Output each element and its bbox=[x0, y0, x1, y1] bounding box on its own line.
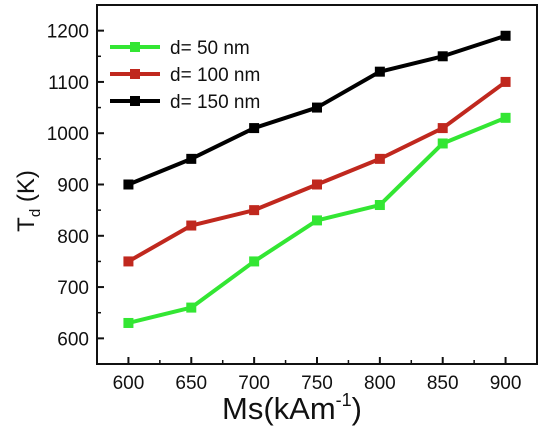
legend-entry: d= 100 nm bbox=[110, 65, 260, 86]
data-point bbox=[500, 30, 511, 41]
data-point bbox=[123, 179, 134, 190]
y-tick-label: 1200 bbox=[47, 22, 89, 43]
data-point bbox=[374, 153, 385, 164]
x-tick-label: 600 bbox=[113, 373, 145, 394]
x-tick-label: 750 bbox=[301, 373, 333, 394]
ticks-layer: 600 650 700 750 800 850 900 600 700 800 900 1000 110… bbox=[47, 4, 538, 394]
data-point bbox=[312, 179, 322, 190]
y-tick-label: 1100 bbox=[48, 73, 89, 94]
x-tick-label: 650 bbox=[175, 373, 207, 394]
data-point bbox=[500, 112, 511, 123]
y-tick-label: 1000 bbox=[47, 124, 89, 145]
data-point bbox=[374, 66, 385, 77]
legend-entry: d= 150 nm bbox=[110, 92, 260, 113]
data-point bbox=[374, 200, 385, 211]
series-1 bbox=[123, 76, 511, 267]
series-2 bbox=[123, 30, 511, 190]
x-tick-label: 850 bbox=[427, 373, 459, 394]
legend-label: d= 100 nm bbox=[170, 65, 260, 86]
y-tick-label: 600 bbox=[57, 329, 89, 350]
x-axis-title-sup: -1 bbox=[336, 390, 352, 410]
data-point bbox=[249, 256, 260, 267]
data-point bbox=[437, 138, 448, 149]
y-axis-title-sub: d bbox=[27, 209, 44, 217]
x-tick-label: 900 bbox=[490, 373, 522, 394]
series-layer bbox=[123, 30, 511, 328]
legend-swatch-marker bbox=[130, 42, 140, 52]
legend-label: d= 50 nm bbox=[170, 38, 250, 59]
legend-swatch-marker bbox=[130, 69, 140, 79]
data-point bbox=[186, 302, 197, 313]
data-point bbox=[312, 215, 322, 226]
data-point bbox=[500, 76, 511, 87]
legend: d= 50 nm d= 100 nm d= 150 nm bbox=[110, 38, 260, 113]
y-axis-title-rest: (K) bbox=[13, 170, 40, 209]
data-point bbox=[437, 123, 448, 134]
y-axis-title: Td (K) bbox=[13, 170, 44, 232]
data-point bbox=[123, 317, 134, 328]
x-axis-title-main: Ms(kAm bbox=[222, 391, 336, 426]
legend-swatch-marker bbox=[130, 96, 140, 106]
x-tick-label: 700 bbox=[238, 373, 270, 394]
legend-entry: d= 50 nm bbox=[110, 38, 250, 59]
data-point bbox=[249, 123, 260, 134]
data-point bbox=[312, 102, 322, 113]
plot-frame bbox=[96, 4, 538, 365]
data-point bbox=[186, 153, 197, 164]
y-axis-title-main: T bbox=[13, 217, 40, 232]
x-tick-label: 800 bbox=[364, 373, 396, 394]
data-point bbox=[437, 51, 448, 62]
y-tick-label: 700 bbox=[57, 278, 89, 299]
data-point bbox=[186, 220, 197, 231]
y-tick-label: 800 bbox=[57, 227, 89, 248]
data-point bbox=[249, 205, 260, 216]
legend-label: d= 150 nm bbox=[170, 92, 260, 113]
series-0 bbox=[123, 112, 511, 328]
data-point bbox=[123, 256, 134, 267]
y-tick-label: 900 bbox=[57, 176, 89, 197]
x-axis-title: Ms(kAm-1) bbox=[222, 390, 362, 426]
x-axis-title-close: ) bbox=[352, 391, 362, 426]
